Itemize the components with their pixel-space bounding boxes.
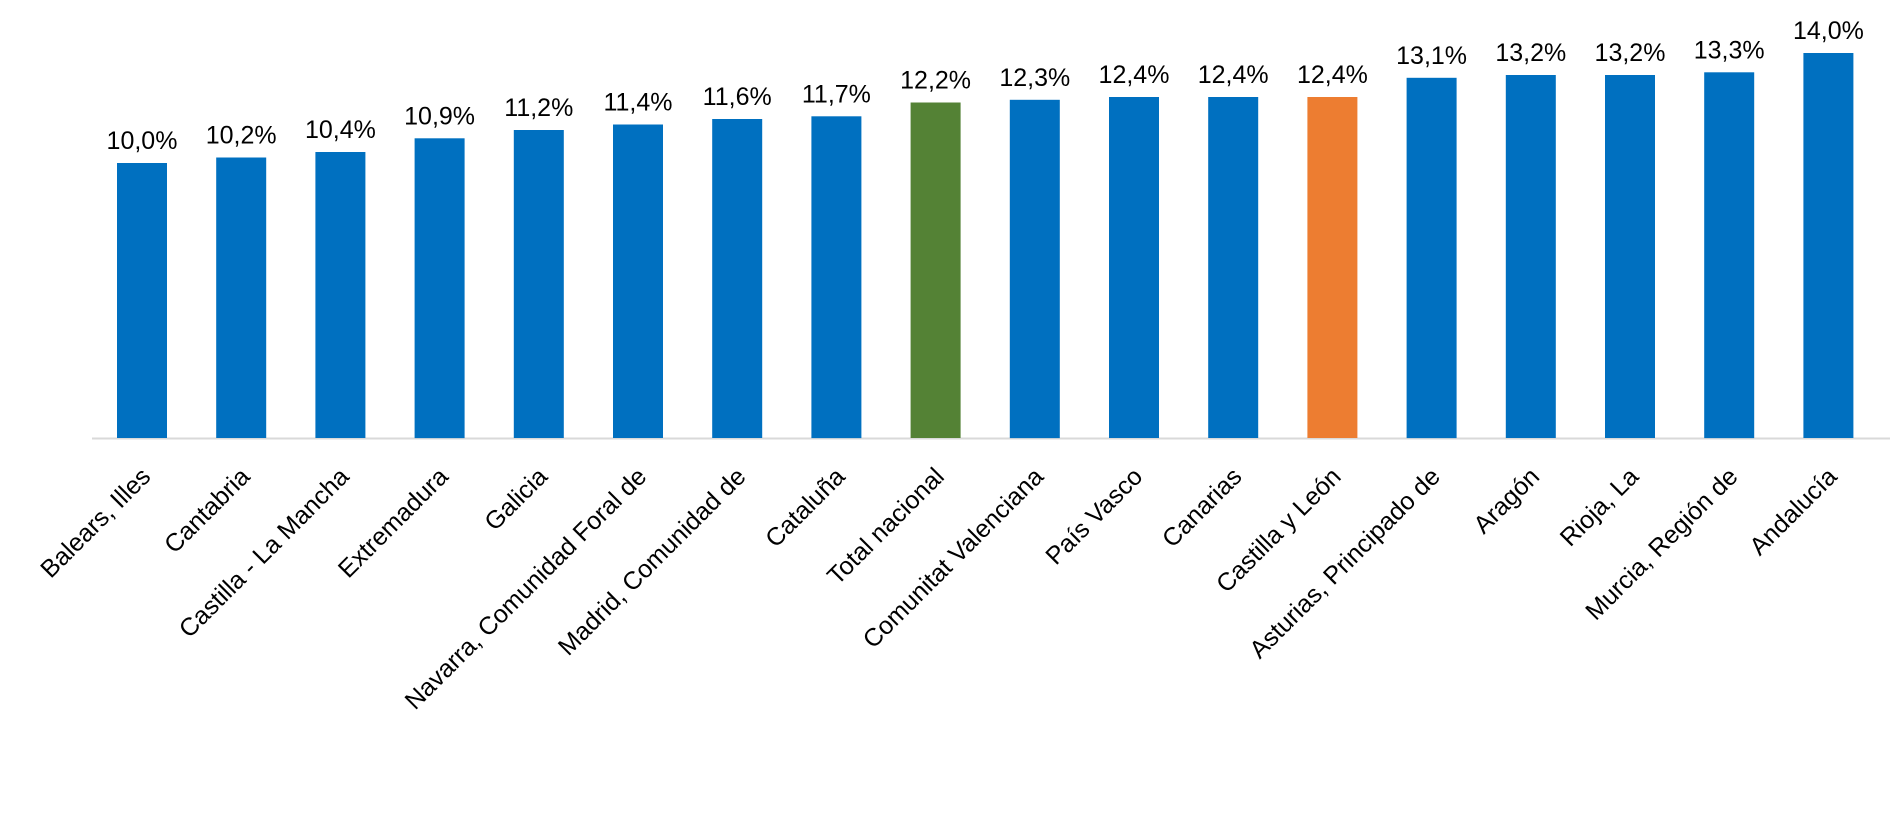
category-label: Castilla - La Mancha <box>174 462 355 643</box>
category-label: Asturias, Principado de <box>1244 462 1446 664</box>
bar <box>613 124 663 438</box>
data-label: 10,4% <box>305 116 376 144</box>
data-label: 11,6% <box>703 83 772 111</box>
data-label: 10,9% <box>404 102 475 130</box>
data-label: 13,2% <box>1595 39 1666 67</box>
data-label: 11,4% <box>603 89 672 117</box>
category-label: Comunitat Valenciana <box>858 462 1050 654</box>
category-label: Aragón <box>1468 462 1545 539</box>
category-label: País Vasco <box>1040 462 1148 570</box>
category-label: Balears, Illes <box>35 462 156 583</box>
bar <box>1406 77 1457 439</box>
category-label: Madrid, Comunidad de <box>553 462 752 661</box>
bar <box>712 119 763 438</box>
bar <box>1208 97 1259 438</box>
bar <box>315 152 366 438</box>
data-label: 12,4% <box>1297 61 1368 89</box>
category-label: Rioja, La <box>1555 462 1645 552</box>
bar <box>1109 97 1159 438</box>
data-label: 10,2% <box>206 122 277 150</box>
bar <box>117 163 167 438</box>
bar <box>1704 72 1755 439</box>
data-label: 12,4% <box>1099 61 1170 89</box>
data-label: 13,3% <box>1694 36 1765 64</box>
data-label: 12,4% <box>1198 61 1269 89</box>
bar <box>1505 75 1556 438</box>
category-label: Galicia <box>479 462 553 536</box>
data-label: 12,3% <box>999 64 1070 92</box>
category-label: Cantabria <box>159 462 256 559</box>
bar <box>811 116 862 439</box>
data-label: 12,2% <box>900 67 971 95</box>
bar <box>1307 97 1358 438</box>
bar <box>513 130 564 438</box>
data-label: 10,0% <box>107 127 178 155</box>
data-label: 13,2% <box>1495 39 1566 67</box>
data-label: 14,0% <box>1793 17 1864 45</box>
data-label: 11,2% <box>504 94 573 122</box>
bar <box>216 157 267 438</box>
bar <box>414 138 465 439</box>
data-label: 11,7% <box>802 80 871 108</box>
bar <box>1605 75 1655 438</box>
bar <box>1009 99 1060 439</box>
bar <box>1803 53 1854 438</box>
category-label: Cataluña <box>760 462 851 553</box>
bar <box>910 102 961 438</box>
category-label: Andalucía <box>1744 462 1842 560</box>
category-label: Canarias <box>1157 462 1248 553</box>
data-label: 13,1% <box>1396 42 1467 70</box>
